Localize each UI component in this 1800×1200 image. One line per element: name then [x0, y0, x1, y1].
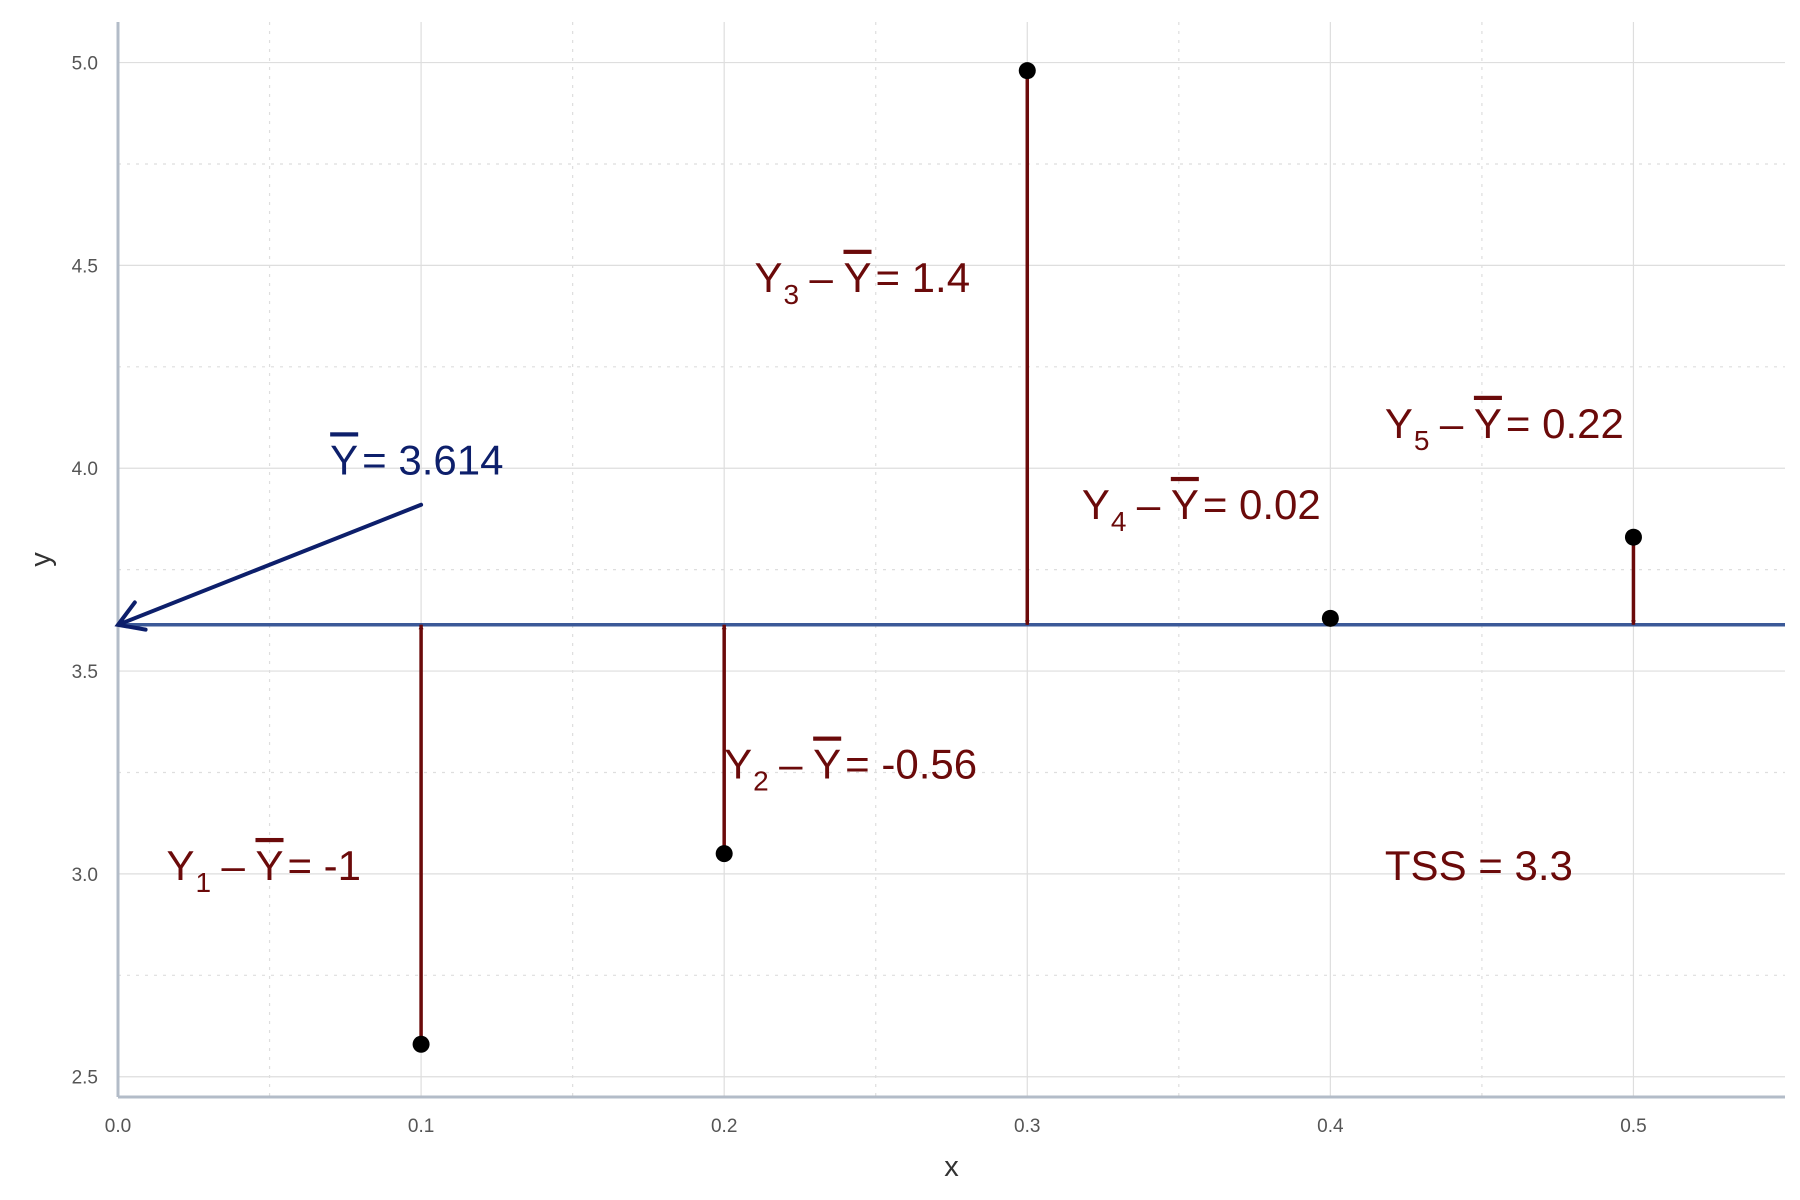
- deviation-label-value: = 0.02: [1203, 481, 1321, 528]
- deviation-label-value: = -0.56: [845, 741, 977, 788]
- mean-label: Y = 3.614: [330, 436, 503, 483]
- deviation-label-ybar: Y: [843, 254, 871, 301]
- x-tick-label: 0.4: [1317, 1116, 1344, 1137]
- deviation-label-y: Y: [166, 842, 194, 889]
- y-axis-title: y: [25, 552, 57, 567]
- deviation-label-ybar: Y: [1474, 400, 1502, 447]
- deviation-label-minus: –: [809, 254, 833, 301]
- x-axis-title: x: [944, 1151, 959, 1183]
- deviation-label-subscript: 1: [195, 867, 211, 898]
- deviation-label-subscript: 2: [753, 766, 769, 797]
- deviation-label-ybar: Y: [813, 741, 841, 788]
- grid: [117, 22, 1785, 1097]
- deviation-label-subscript: 4: [1111, 506, 1127, 537]
- y-tick-label: 2.5: [72, 1068, 98, 1089]
- deviation-label-minus: –: [1137, 481, 1161, 528]
- data-point: [1018, 62, 1036, 80]
- deviation-label-subscript: 3: [783, 279, 799, 310]
- marks: [114, 62, 1785, 1053]
- mean-pointer-arrow: [114, 502, 424, 632]
- data-point: [715, 845, 733, 863]
- deviation-label-3: Y 3– Y = 1.4: [754, 254, 970, 310]
- mean-label-value: = 3.614: [362, 436, 503, 483]
- tss-label: TSS = 3.3: [1385, 842, 1573, 889]
- deviation-label-value: = -1: [287, 842, 361, 889]
- x-tick-label: 0.5: [1620, 1116, 1646, 1137]
- deviation-label-2: Y 2– Y = -0.56: [724, 741, 977, 797]
- x-tick-label: 0.1: [408, 1116, 434, 1137]
- y-tick-label: 5.0: [72, 54, 98, 75]
- deviation-label-y: Y: [754, 254, 782, 301]
- data-point: [1624, 528, 1642, 546]
- deviation-label-ybar: Y: [1171, 481, 1199, 528]
- deviation-label-minus: –: [221, 842, 245, 889]
- deviation-label-5: Y 5– Y = 0.22: [1385, 400, 1624, 456]
- deviation-label-ybar: Y: [255, 842, 283, 889]
- deviation-label-minus: –: [1440, 400, 1464, 447]
- x-tick-label: 0.2: [711, 1116, 737, 1137]
- data-point: [1321, 609, 1339, 627]
- x-tick-label: 0.3: [1014, 1116, 1040, 1137]
- deviation-label-4: Y 4– Y = 0.02: [1082, 481, 1321, 537]
- annotations: Y 1– Y = -1Y 2– Y = -0.56Y 3– Y = 1.4Y 4– Y = 0.02Y 5…: [166, 254, 1623, 898]
- axes: 0.0 0.1 0.2 0.3 0.4 0.5 2.5 3.0 3.5 4.0 4.5 5.0 x y: [25, 22, 1785, 1183]
- deviation-label-y: Y: [1385, 400, 1413, 447]
- deviation-label-minus: –: [779, 741, 803, 788]
- y-tick-label: 4.0: [72, 459, 98, 480]
- deviation-label-value: = 1.4: [875, 254, 970, 301]
- deviation-label-y: Y: [724, 741, 752, 788]
- deviation-label-value: = 0.22: [1506, 400, 1624, 447]
- y-tick-label: 4.5: [72, 256, 98, 277]
- deviation-label-1: Y 1– Y = -1: [166, 842, 361, 898]
- y-tick-label: 3.5: [72, 662, 98, 683]
- x-tick-label: 0.0: [105, 1116, 131, 1137]
- y-tick-label: 3.0: [72, 865, 98, 886]
- data-point: [412, 1035, 430, 1053]
- mean-label-ybar: Y: [330, 436, 358, 483]
- deviation-label-y: Y: [1082, 481, 1110, 528]
- deviation-label-subscript: 5: [1414, 425, 1430, 456]
